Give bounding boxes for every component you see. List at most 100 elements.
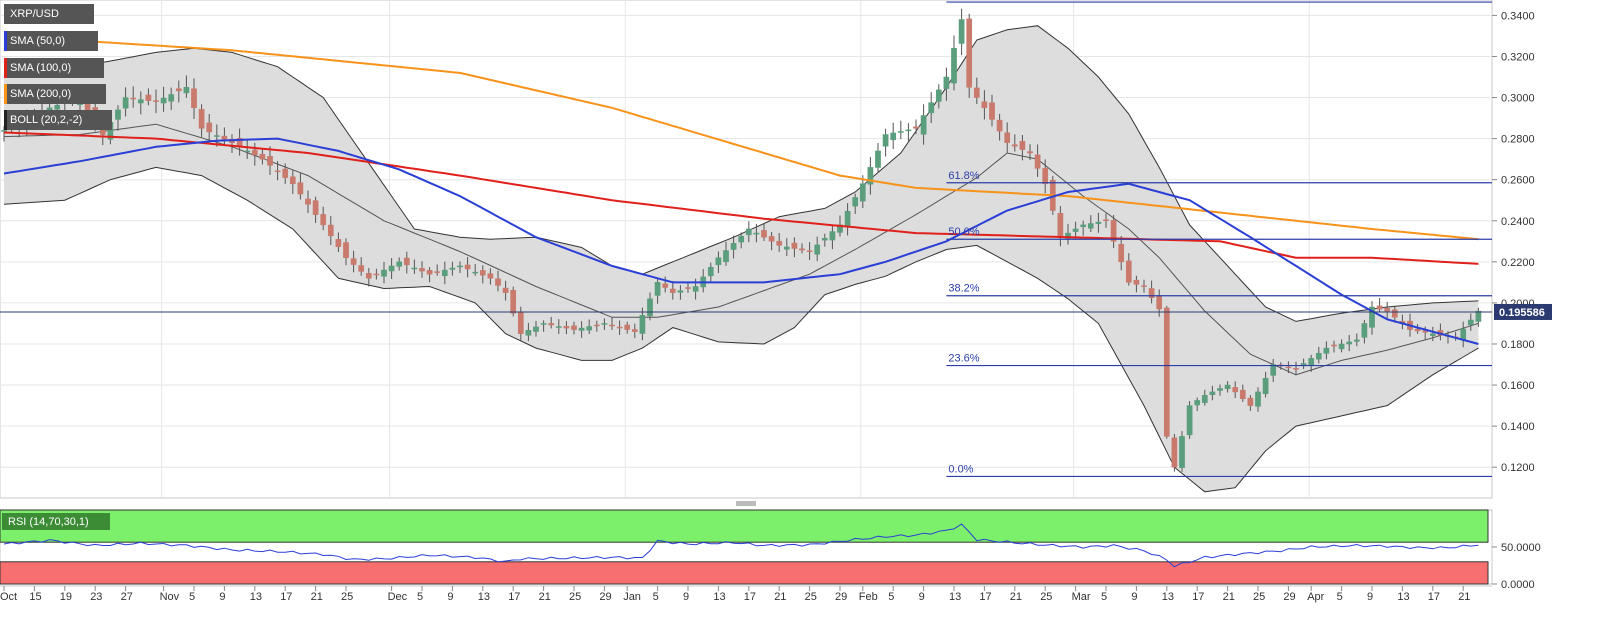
candle-body — [1270, 364, 1277, 376]
x-tick-label: 23 — [90, 591, 102, 603]
candle-body — [859, 183, 866, 202]
legend-item[interactable]: SMA (200,0) — [4, 84, 106, 104]
price-tick-label: 0.1800 — [1501, 339, 1535, 351]
candle-body — [563, 326, 570, 329]
legend-item[interactable]: XRP/USD — [4, 4, 94, 24]
x-tick-label: 13 — [250, 591, 262, 603]
candle-body — [958, 19, 965, 44]
candle-body — [320, 214, 327, 226]
candle-body — [730, 243, 737, 250]
candle-body — [890, 132, 897, 141]
candle-body — [753, 232, 760, 235]
candle-body — [457, 265, 463, 268]
candle-body — [419, 268, 425, 272]
candle-body — [221, 135, 228, 140]
candle-body — [213, 135, 220, 137]
candle-body — [449, 267, 456, 270]
candle-body — [1148, 288, 1155, 299]
candle-body — [715, 257, 722, 266]
candle-body — [191, 88, 197, 109]
candle-body — [327, 224, 334, 237]
candle-body — [981, 101, 988, 109]
fib-level-label: 23.6% — [948, 353, 979, 365]
x-tick-label: 17 — [1428, 591, 1440, 603]
candle-body — [183, 87, 190, 94]
x-tick-label: 29 — [1283, 591, 1295, 603]
candle-body — [616, 326, 623, 329]
x-tick-label: 5 — [888, 591, 894, 603]
candle-body — [312, 200, 319, 215]
candle-body — [897, 131, 904, 133]
legend-item[interactable]: SMA (100,0) — [4, 58, 104, 78]
candle-body — [692, 286, 699, 292]
candle-body — [1133, 279, 1140, 285]
candle-body — [517, 312, 524, 334]
fib-level-label: 50.0% — [948, 226, 979, 238]
x-tick-label: 13 — [713, 591, 725, 603]
x-tick-label: 21 — [311, 591, 323, 603]
candle-body — [381, 269, 387, 277]
x-tick-label: 19 — [60, 591, 72, 603]
candle-body — [631, 329, 638, 332]
candle-body — [723, 250, 729, 263]
legend-label: SMA (100,0) — [10, 62, 72, 74]
candle-body — [282, 168, 289, 178]
candle-body — [1103, 219, 1109, 222]
candle-body — [175, 88, 182, 92]
legend-item[interactable]: SMA (50,0) — [4, 31, 98, 51]
x-tick-label: 17 — [280, 591, 292, 603]
price-tick-label: 0.1400 — [1501, 421, 1535, 433]
pane-resize-handle — [736, 501, 756, 506]
candle-body — [259, 153, 266, 160]
candle-body — [905, 129, 912, 132]
sma-50-line — [3, 137, 1479, 345]
candle-body — [1422, 330, 1429, 333]
candle-body — [472, 271, 479, 274]
candle-body — [928, 102, 935, 114]
fib-level-label: 61.8% — [948, 170, 979, 182]
legend-item[interactable]: BOLL (20,2,-2) — [4, 110, 112, 130]
x-tick-label: 9 — [1131, 591, 1137, 603]
rsi-tick-label: 50.0000 — [1501, 542, 1541, 554]
candle-body — [1186, 405, 1193, 436]
candle-body — [1262, 377, 1269, 395]
legend-label: SMA (200,0) — [10, 88, 72, 100]
candle-body — [1331, 344, 1337, 347]
x-tick-label: 29 — [599, 591, 611, 603]
rsi-label: RSI (14,70,30,1) — [8, 516, 89, 528]
candle-body — [1118, 244, 1125, 263]
candle-body — [1239, 389, 1246, 399]
rsi-label-box — [2, 513, 110, 530]
candle-body — [844, 210, 851, 227]
x-tick-label: 21 — [774, 591, 786, 603]
candle-body — [639, 314, 646, 334]
x-tick-label: Oct — [0, 591, 17, 603]
candle-body — [829, 231, 836, 241]
candle-body — [935, 89, 942, 102]
x-tick-label: 17 — [744, 591, 756, 603]
candle-body — [882, 134, 889, 147]
x-tick-label: 25 — [1040, 591, 1052, 603]
x-tick-label: 21 — [1458, 591, 1470, 603]
candle-body — [358, 265, 365, 272]
price-tick-label: 0.2800 — [1501, 134, 1535, 146]
candle-body — [1255, 391, 1261, 407]
candle-body — [943, 76, 950, 89]
x-tick-label: 21 — [539, 591, 551, 603]
x-tick-label: 5 — [1337, 591, 1343, 603]
candle-body — [783, 246, 790, 250]
x-tick-label: 9 — [1367, 591, 1373, 603]
candle-body — [441, 269, 448, 277]
candle-body — [168, 94, 175, 102]
x-tick-label: 5 — [1101, 591, 1107, 603]
candle-body — [145, 94, 152, 101]
candle-body — [267, 155, 273, 166]
rsi-overbought-zone — [0, 509, 1489, 543]
x-tick-label: 21 — [1010, 591, 1022, 603]
candle-body — [198, 108, 205, 129]
candle-body — [951, 48, 957, 84]
candle-body — [1194, 400, 1201, 406]
candle-body — [502, 287, 509, 293]
candle-body — [1080, 224, 1087, 228]
